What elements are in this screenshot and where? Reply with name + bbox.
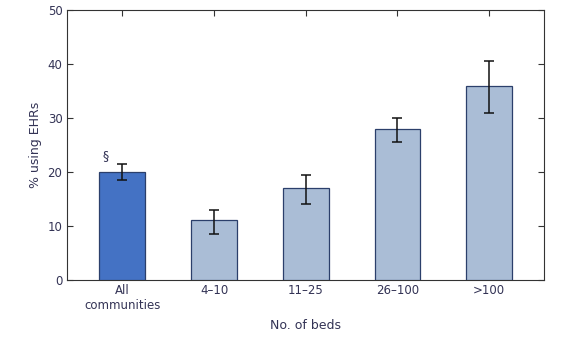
Y-axis label: % using EHRs: % using EHRs xyxy=(29,102,42,188)
Text: §: § xyxy=(102,149,108,162)
Bar xyxy=(466,86,512,280)
Bar xyxy=(375,129,420,280)
Bar xyxy=(191,220,237,280)
Bar xyxy=(99,172,145,280)
X-axis label: No. of beds: No. of beds xyxy=(270,320,341,332)
Bar xyxy=(283,188,329,280)
